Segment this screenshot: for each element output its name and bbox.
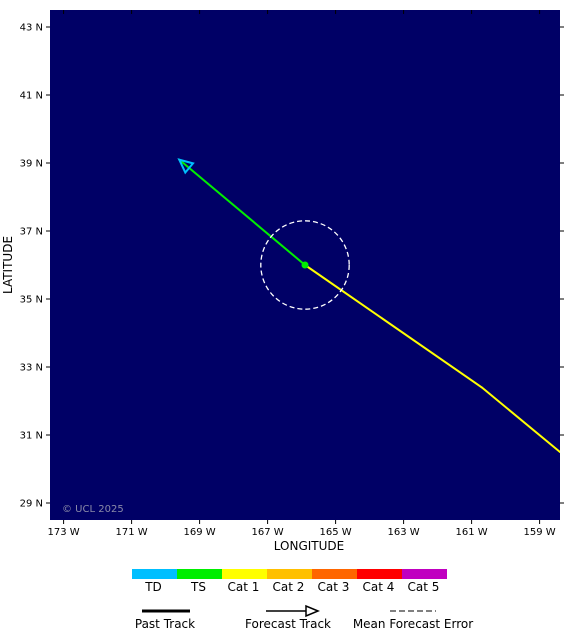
forecast-error-circle bbox=[260, 220, 350, 310]
legend-swatch bbox=[222, 569, 267, 579]
track-key-legend: Past Track Forecast Track Mean Forecast Er… bbox=[135, 604, 473, 631]
y-axis-title: LATITUDE bbox=[1, 236, 15, 294]
track-key-label: Forecast Track bbox=[245, 617, 331, 631]
lon-tick-label: 161 W bbox=[456, 527, 488, 538]
lon-tick-label: 171 W bbox=[116, 527, 148, 538]
lat-tick-label: 33 N bbox=[20, 363, 43, 374]
lon-tick-label: 173 W bbox=[48, 527, 80, 538]
legend-swatch bbox=[132, 569, 177, 579]
storm-track bbox=[177, 158, 560, 453]
lat-tick-label: 29 N bbox=[20, 499, 43, 510]
category-legend: TD TS Cat 1 Cat 2 Cat 3 Cat 4 Cat 5 bbox=[132, 569, 447, 594]
lat-tick-label: 39 N bbox=[20, 159, 43, 170]
legend-category-label: Cat 2 bbox=[273, 580, 305, 594]
copyright-text: © UCL 2025 bbox=[62, 504, 124, 515]
axis-ticks: 173 W 171 W 169 W 167 W 165 W 163 W 161 W 159 W… bbox=[20, 10, 564, 538]
track-segment bbox=[480, 386, 560, 453]
lat-tick-label: 37 N bbox=[20, 227, 43, 238]
legend-swatch bbox=[312, 569, 357, 579]
lon-tick-label: 159 W bbox=[524, 527, 556, 538]
legend-swatch bbox=[357, 569, 402, 579]
legend-swatch bbox=[402, 569, 447, 579]
legend-swatch bbox=[177, 569, 222, 579]
legend-category-label: TD bbox=[144, 580, 162, 594]
lat-tick-label: 35 N bbox=[20, 295, 43, 306]
current-position-marker bbox=[301, 261, 309, 269]
track-key-label: Past Track bbox=[135, 617, 195, 631]
lon-tick-label: 167 W bbox=[252, 527, 284, 538]
legend-swatch bbox=[267, 569, 312, 579]
lon-tick-label: 163 W bbox=[388, 527, 420, 538]
lat-tick-label: 41 N bbox=[20, 91, 43, 102]
legend-category-label: Cat 1 bbox=[228, 580, 260, 594]
forecast-arrowhead bbox=[177, 158, 195, 175]
lat-tick-label: 43 N bbox=[20, 23, 43, 34]
track-segment bbox=[178, 158, 306, 266]
track-segment bbox=[304, 264, 483, 389]
track-key-label: Mean Forecast Error bbox=[353, 617, 473, 631]
lon-tick-label: 169 W bbox=[184, 527, 216, 538]
legend-category-label: TS bbox=[190, 580, 206, 594]
legend-category-label: Cat 5 bbox=[408, 580, 440, 594]
legend-category-label: Cat 3 bbox=[318, 580, 350, 594]
legend-category-label: Cat 4 bbox=[363, 580, 395, 594]
lon-tick-label: 165 W bbox=[320, 527, 352, 538]
x-axis-title: LONGITUDE bbox=[274, 539, 344, 553]
lat-tick-label: 31 N bbox=[20, 431, 43, 442]
forecast-arrow-icon bbox=[305, 604, 320, 618]
